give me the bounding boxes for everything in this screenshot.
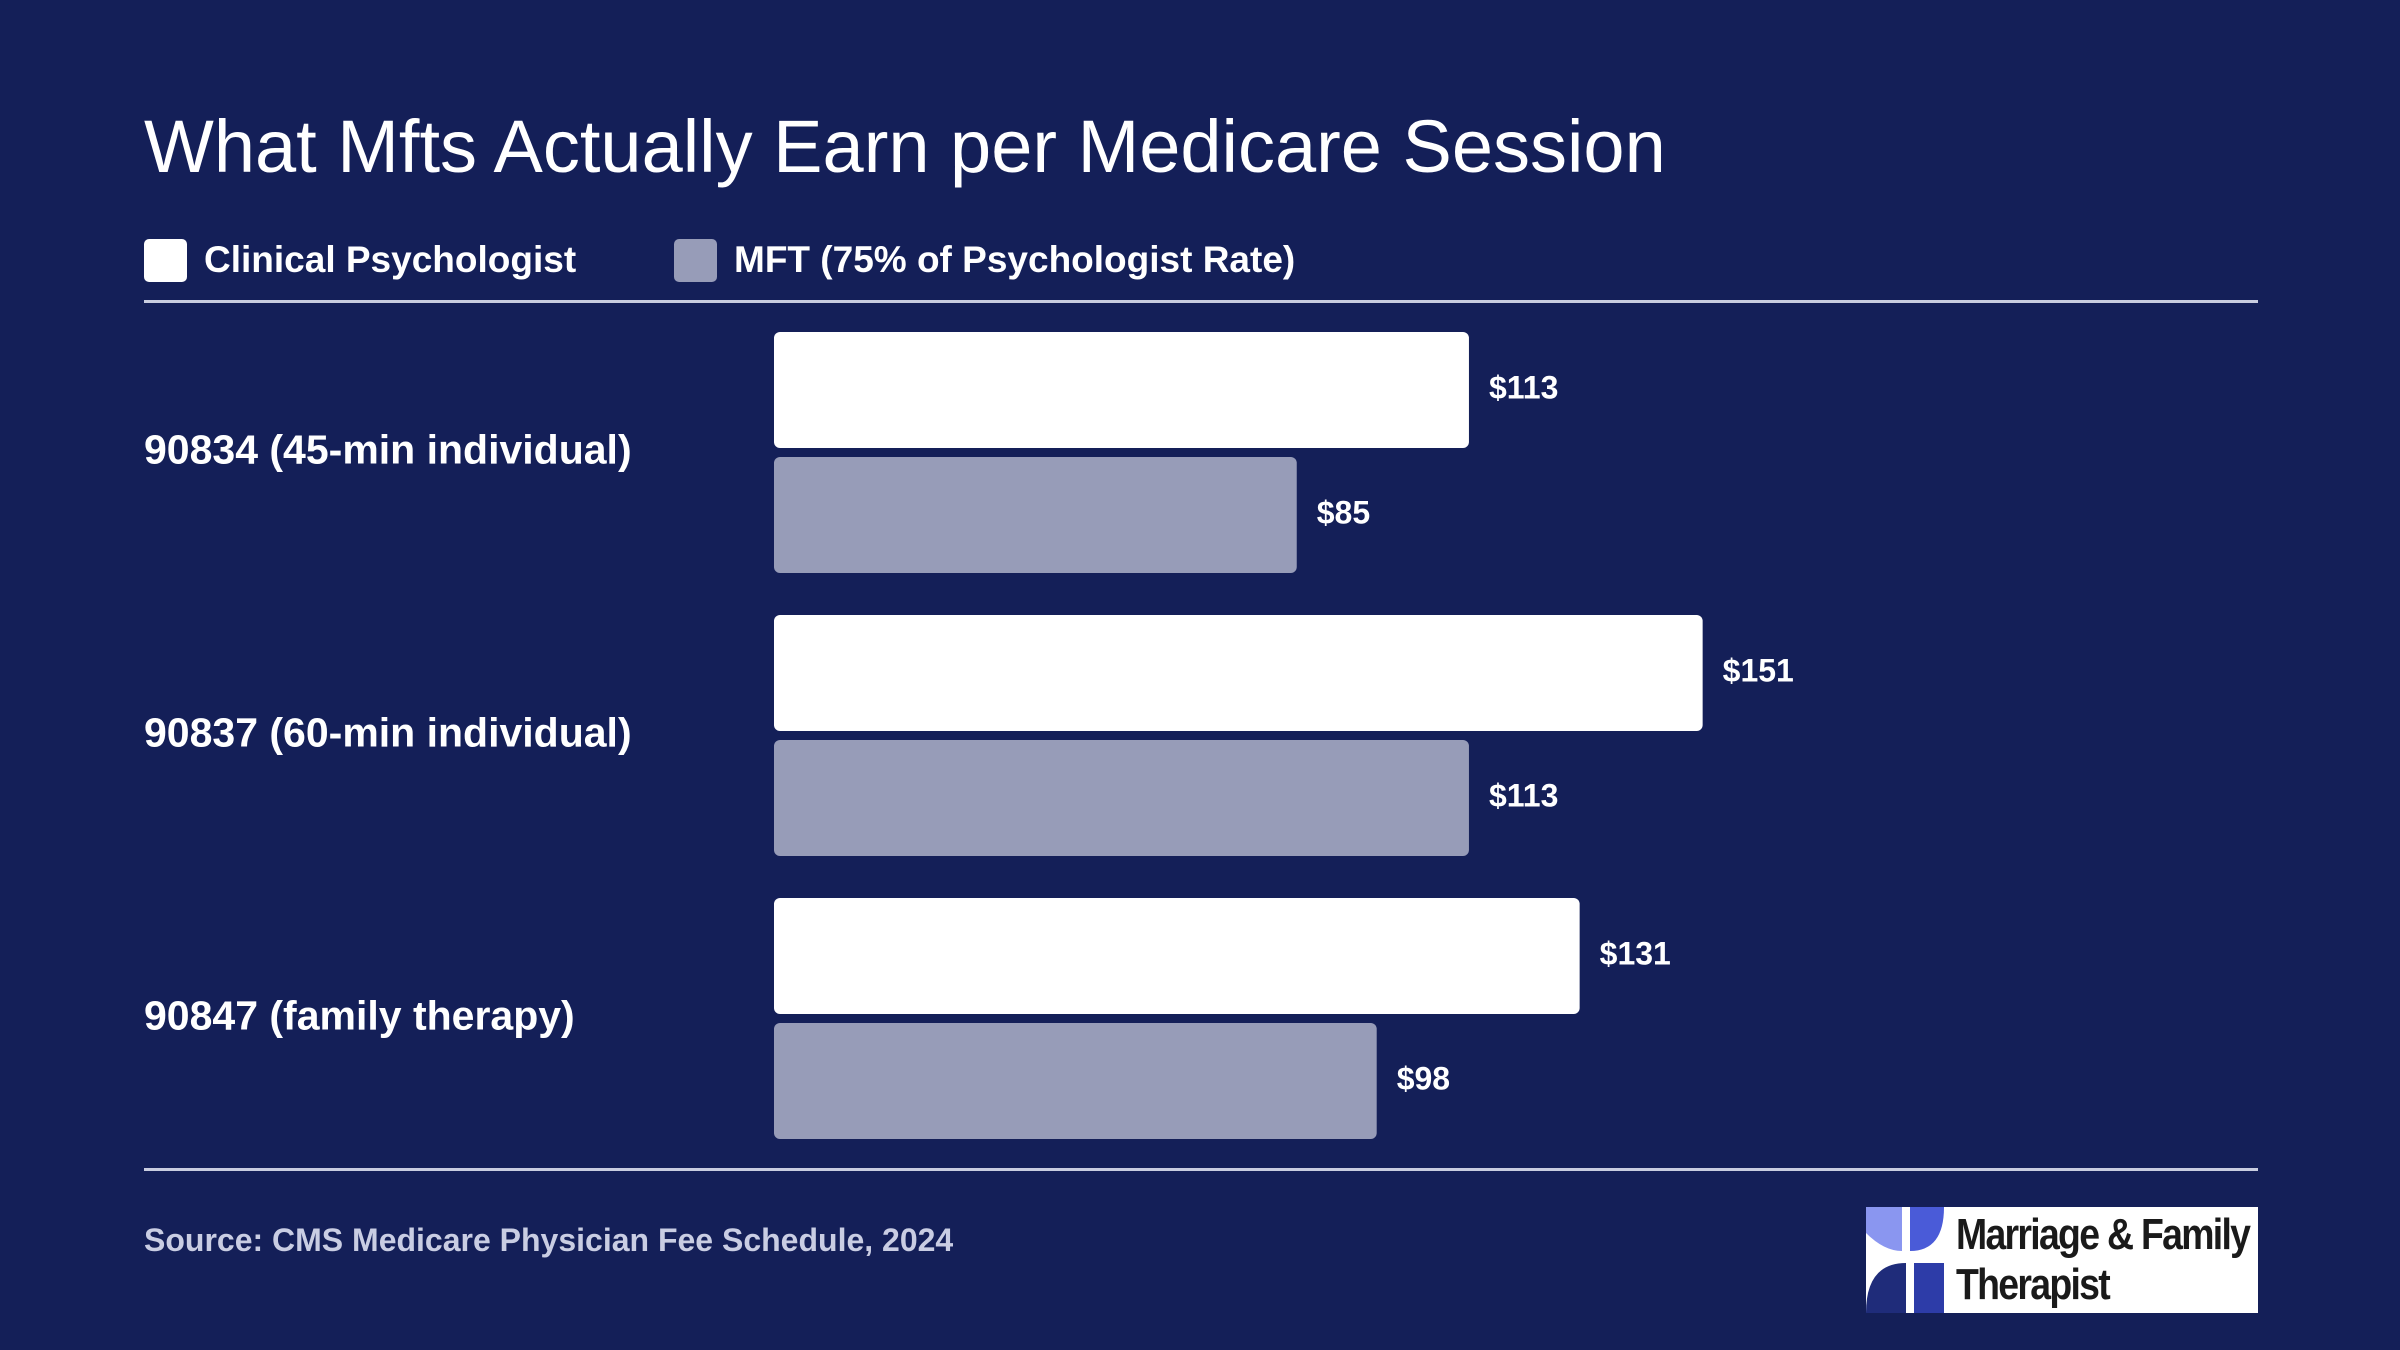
- data-label: $113: [1489, 369, 1558, 405]
- legend-swatch-mft: [674, 238, 717, 282]
- bottom-divider: [144, 1168, 2258, 1171]
- logo-text-line2: Therapist: [1956, 1260, 2111, 1309]
- bar-psychologist: [774, 615, 1703, 731]
- category-label: 90837 (60-min individual): [144, 709, 632, 755]
- legend-label-psychologist: Clinical Psychologist: [204, 239, 577, 280]
- bar-psychologist: [774, 332, 1469, 448]
- logo-text-line1: Marriage & Family: [1956, 1210, 2251, 1259]
- category-label: 90834 (45-min individual): [144, 426, 632, 472]
- bar-mft: [774, 1023, 1377, 1139]
- logo-text: Marriage & Family Therapist: [1956, 1210, 2251, 1310]
- data-label: $85: [1317, 494, 1370, 530]
- legend-item-mft: MFT (75% of Psychologist Rate): [674, 236, 1295, 284]
- legend-swatch-psychologist: [144, 238, 187, 282]
- bar-mft: [774, 740, 1469, 856]
- data-label: $151: [1723, 652, 1794, 688]
- legend-item-psychologist: Clinical Psychologist: [144, 236, 576, 284]
- source-note: Source: CMS Medicare Physician Fee Sched…: [144, 1222, 954, 1258]
- data-label: $98: [1397, 1060, 1450, 1096]
- bar-mft: [774, 457, 1297, 573]
- category-label: 90847 (family therapy): [144, 992, 575, 1038]
- brand-logo: Marriage & Family Therapist: [1866, 1207, 2258, 1313]
- legend-label-mft: MFT (75% of Psychologist Rate): [734, 239, 1296, 280]
- chart-title: What Mfts Actually Earn per Medicare Ses…: [144, 105, 1666, 188]
- data-label: $113: [1489, 777, 1558, 813]
- top-divider: [144, 300, 2258, 303]
- bar-psychologist: [774, 898, 1580, 1014]
- logo-mark-icon: [1866, 1207, 1944, 1313]
- data-label: $131: [1600, 935, 1671, 971]
